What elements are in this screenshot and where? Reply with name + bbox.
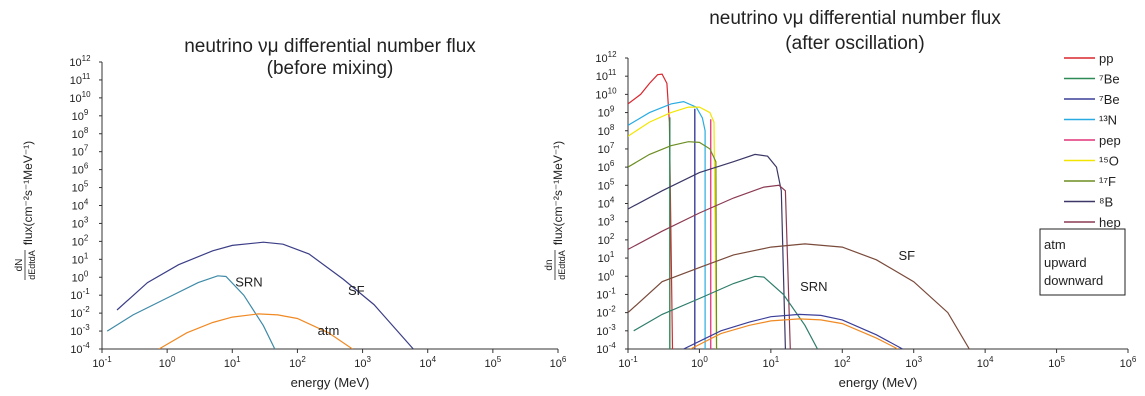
y-tick-label: 102	[598, 232, 615, 247]
y-label-denominator: dEdtdA	[27, 250, 37, 280]
series-line-SF-9	[628, 243, 970, 349]
series-line-unnamed-11	[690, 318, 899, 349]
y-tick-label: 10-2	[596, 305, 616, 320]
y-tick-label: 10-3	[70, 323, 90, 338]
y-tick-label: 103	[72, 215, 89, 230]
curve-annotation: atm	[318, 323, 340, 338]
series-line-O-5	[628, 106, 717, 349]
y-tick-label: 108	[598, 123, 615, 138]
y-tick-label: 1011	[70, 72, 91, 87]
chart-title-line: (before mixing)	[267, 58, 394, 79]
series-line-N-3	[628, 100, 706, 349]
legend-label: pp	[1099, 51, 1113, 66]
y-axis-label: dN dEdtdA flux(cm⁻²s⁻¹MeV⁻¹)	[14, 141, 37, 280]
y-tick-label: 10-1	[596, 286, 616, 301]
y-tick-label: 101	[72, 251, 89, 266]
atm-box-label: upward	[1044, 255, 1087, 270]
y-tick-label: 10-4	[70, 341, 90, 356]
chart-panel-2: 10-1 100 101 102 103 104 105 106 10-4 10-3 10-2 10-…	[544, 8, 1137, 390]
legend-label: hep	[1099, 215, 1121, 230]
legend-label: pep	[1099, 133, 1121, 148]
series-line-B-7	[628, 153, 786, 349]
y-tick-label: 10-2	[70, 305, 90, 320]
y-tick-label: 107	[598, 141, 615, 156]
legend-label: ¹⁷F	[1099, 174, 1116, 189]
series-line-pp-0	[628, 73, 674, 349]
y-tick-label: 1012	[69, 54, 91, 69]
series-line-F-6	[628, 141, 718, 349]
atm-box-label: downward	[1044, 273, 1103, 288]
x-tick-label: 101	[224, 355, 241, 370]
y-tick-label: 10-4	[596, 341, 616, 356]
x-tick-label: 100	[691, 355, 708, 370]
y-label-denominator: dEdtdA	[557, 250, 567, 280]
y-tick-label: 101	[598, 250, 615, 265]
chart-title-line: neutrino νμ differential number flux	[709, 8, 1001, 29]
y-tick-label: 109	[72, 108, 89, 123]
series-line-hep-8	[628, 184, 791, 349]
curve-annotation: SRN	[800, 279, 827, 294]
legend-label: ¹⁵O	[1099, 154, 1119, 169]
series-line-unnamed-12	[683, 313, 903, 349]
legend: pp ⁷Be ⁷Be ¹³N pep ¹⁵O ¹⁷F ⁸B hep	[1064, 51, 1121, 230]
x-tick-label: 104	[419, 355, 436, 370]
x-tick-label: 10-1	[92, 355, 112, 370]
legend-label: ¹³N	[1099, 113, 1117, 128]
y-tick-label: 106	[598, 159, 615, 174]
x-tick-label: 103	[905, 355, 922, 370]
y-label-unit: flux(cm⁻²s⁻¹MeV⁻¹)	[551, 141, 565, 245]
legend-label: ⁷Be	[1099, 92, 1120, 107]
y-label-unit: flux(cm⁻²s⁻¹MeV⁻¹)	[21, 141, 35, 245]
y-tick-label: 102	[72, 233, 89, 248]
y-label-numerator: dN	[14, 259, 25, 272]
x-tick-label: 106	[550, 355, 567, 370]
y-tick-label: 100	[72, 269, 89, 284]
y-tick-label: 107	[72, 144, 89, 159]
curve-annotation: SF	[898, 248, 915, 263]
y-tick-label: 106	[72, 162, 89, 177]
x-tick-label: 106	[1120, 355, 1137, 370]
atm-box-label: atm	[1044, 237, 1066, 252]
y-tick-label: 105	[72, 180, 89, 195]
y-tick-label: 10-1	[70, 287, 90, 302]
y-tick-label: 1010	[69, 90, 91, 105]
x-tick-label: 101	[763, 355, 780, 370]
y-axis-label: dn dEdtdA flux(cm⁻²s⁻¹MeV⁻¹)	[544, 141, 567, 280]
y-tick-label: 1011	[596, 68, 617, 83]
x-tick-label: 102	[289, 355, 306, 370]
x-tick-label: 105	[485, 355, 502, 370]
series-line-SF-0	[116, 241, 414, 349]
y-tick-label: 100	[598, 268, 615, 283]
x-tick-label: 10-1	[618, 355, 638, 370]
y-tick-label: 109	[598, 105, 615, 120]
chart-title-line: (after oscillation)	[785, 33, 924, 54]
atm-box-frame	[1039, 228, 1126, 296]
y-tick-label: 104	[72, 198, 89, 213]
y-tick-label: 10-3	[596, 323, 616, 338]
y-tick-label: 1010	[595, 86, 617, 101]
y-tick-label: 1012	[595, 50, 617, 65]
x-tick-label: 105	[1048, 355, 1065, 370]
x-tick-label: 103	[354, 355, 371, 370]
x-tick-label: 102	[834, 355, 851, 370]
x-axis-label: energy (MeV)	[291, 375, 370, 390]
x-tick-label: 100	[159, 355, 176, 370]
curve-annotation: SF	[348, 283, 365, 298]
x-axis-label: energy (MeV)	[839, 375, 918, 390]
y-tick-label: 108	[72, 126, 89, 141]
chart-panel-1: 10-1 100 101 102 103 104 105 106 10-4 10-3 10-2 10-…	[14, 36, 567, 390]
atm-legend-box: atm upward downward	[1039, 228, 1126, 296]
y-tick-label: 105	[598, 177, 615, 192]
x-tick-label: 104	[977, 355, 994, 370]
legend-label: ⁷Be	[1099, 72, 1120, 87]
y-tick-label: 103	[598, 214, 615, 229]
legend-label: ⁸B	[1099, 195, 1113, 210]
y-tick-label: 104	[598, 196, 615, 211]
series-line-unnamed-2	[158, 313, 353, 349]
y-label-numerator: dn	[544, 259, 555, 270]
chart-title-line: neutrino νμ differential number flux	[184, 36, 476, 57]
curve-annotation: SRN	[235, 275, 262, 290]
series-line-SRN-1	[106, 275, 276, 349]
